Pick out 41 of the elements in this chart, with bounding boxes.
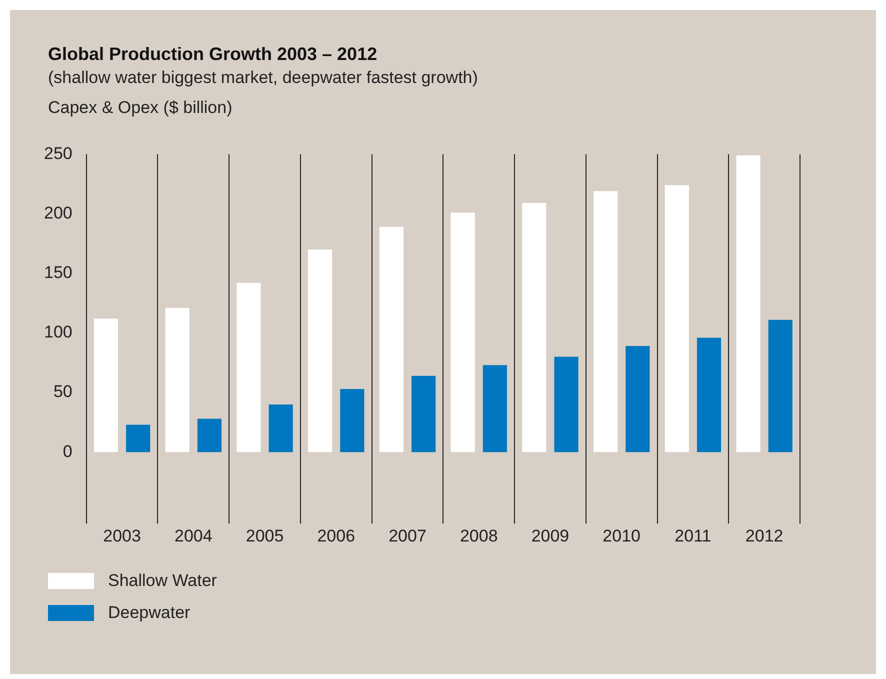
x-tick-label: 2003: [103, 526, 141, 546]
bar: [554, 356, 578, 452]
bar: [482, 365, 507, 452]
bar: [268, 404, 293, 452]
chart-subtitle: (shallow water biggest market, deepwater fastest growth): [48, 68, 478, 88]
x-tick-label: 2007: [388, 526, 426, 546]
bar: [664, 185, 689, 452]
y-tick-label: 200: [44, 203, 72, 222]
chart-title: Global Production Growth 2003 – 2012: [48, 44, 378, 65]
y-tick-label: 50: [53, 382, 72, 402]
y-axis-title: Capex & Opex ($ billion): [48, 98, 232, 118]
bar: [236, 282, 261, 452]
bar: [593, 191, 618, 452]
bar: [450, 212, 475, 452]
y-tick-label: 250: [44, 144, 72, 163]
bar: [522, 203, 546, 452]
x-tick-label: 2009: [531, 526, 570, 546]
x-tick-label: 2006: [317, 526, 356, 546]
y-tick-label: 0: [62, 442, 72, 461]
bar: [696, 338, 722, 452]
y-tick-label: 150: [44, 263, 72, 282]
bar: [768, 320, 792, 452]
bar: [412, 376, 436, 452]
x-tick-label: 2011: [674, 526, 712, 546]
y-tick-label: 100: [44, 322, 72, 342]
bar: [126, 424, 150, 452]
bar: [340, 388, 364, 452]
bar: [165, 308, 190, 452]
x-tick-label: 2012: [745, 526, 784, 546]
x-tick-label: 2008: [460, 526, 498, 546]
bar: [626, 346, 650, 452]
x-tick-label: 2005: [246, 526, 284, 546]
legend-label: Deepwater: [108, 603, 190, 623]
bar: [197, 418, 222, 452]
bar: [94, 318, 118, 452]
bar: [308, 250, 332, 452]
x-tick-label: 2010: [602, 526, 641, 546]
legend-label: Shallow Water: [108, 571, 217, 591]
bar: [379, 226, 404, 452]
x-tick-label: 2004: [174, 526, 212, 546]
bar: [736, 155, 760, 452]
